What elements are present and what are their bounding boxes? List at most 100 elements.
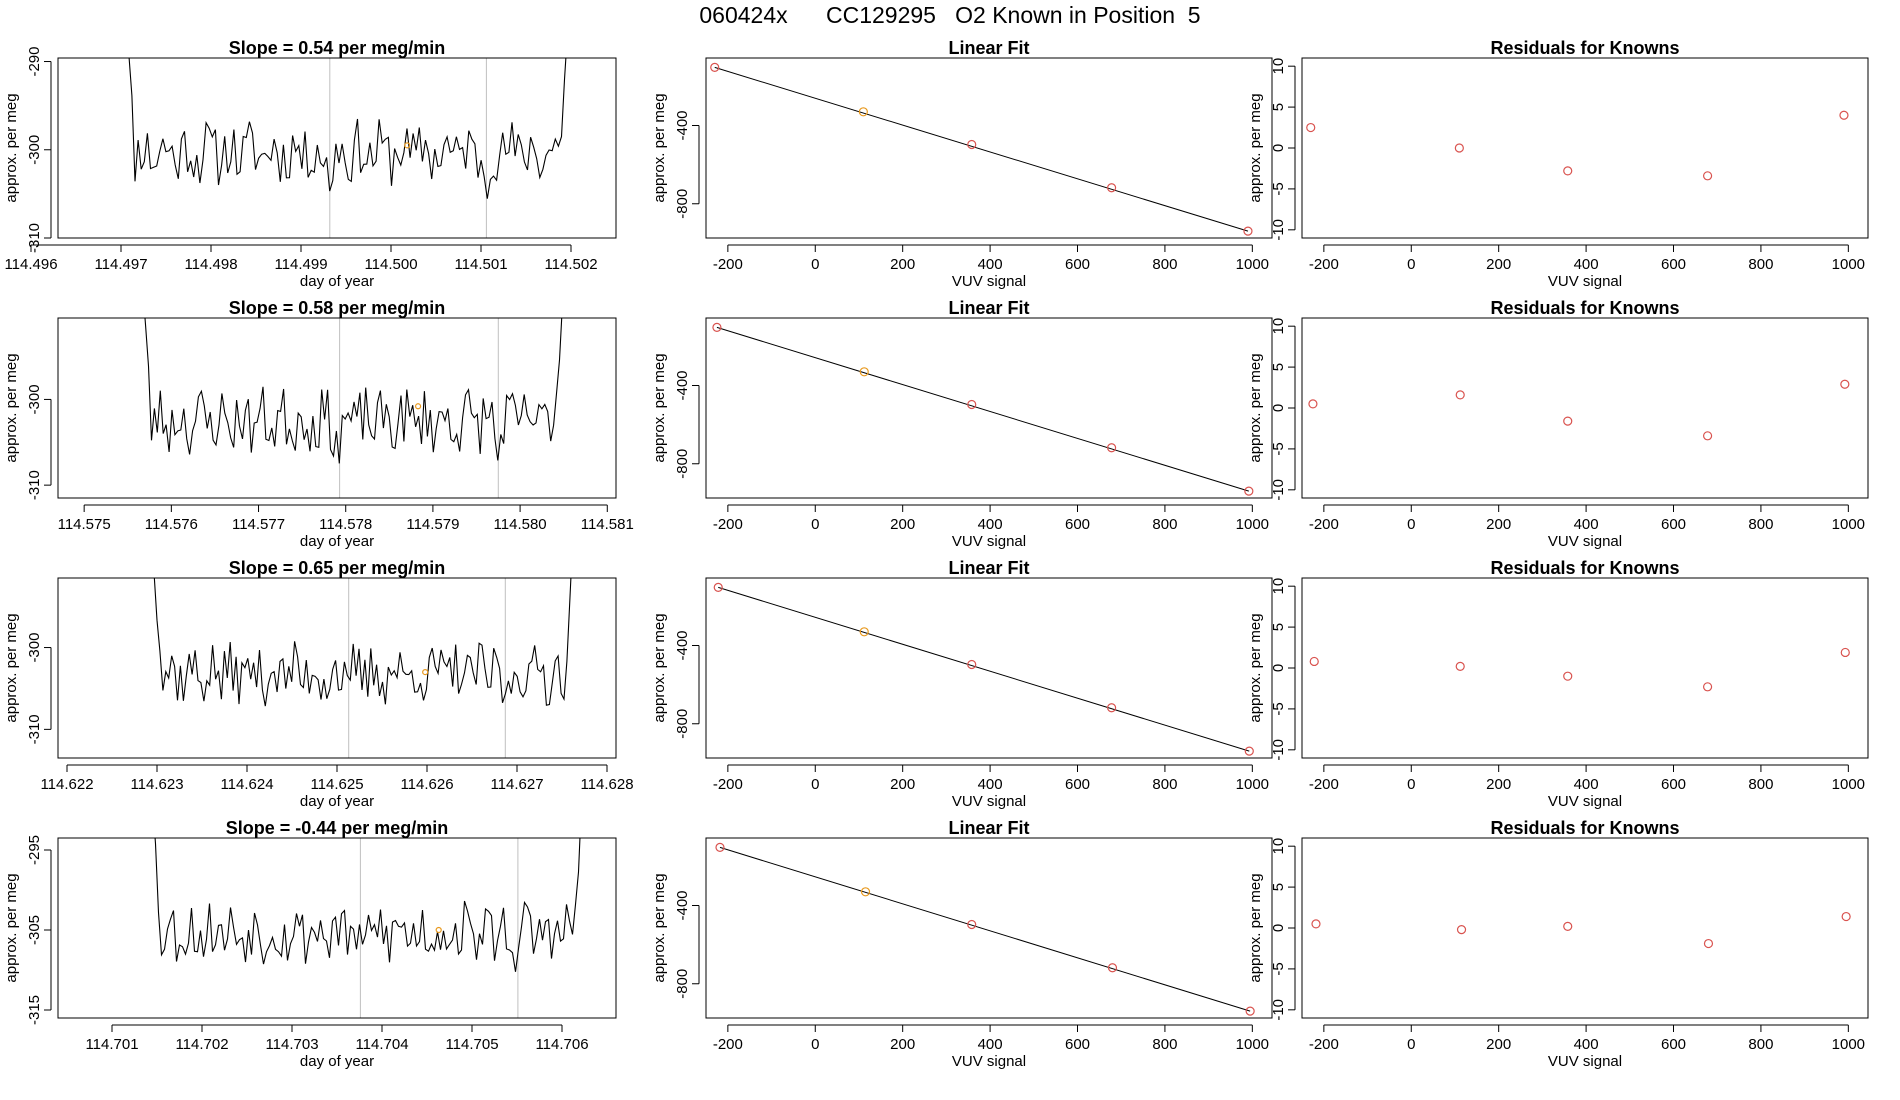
- y-tick-label: 5: [1270, 363, 1287, 371]
- x-tick-label: 114.499: [274, 256, 327, 273]
- panel-title: Slope = 0.65 per meg/min: [229, 558, 446, 578]
- x-tick-label: 800: [1152, 516, 1177, 533]
- fit-point: [712, 322, 722, 332]
- x-tick-label: -200: [713, 516, 743, 533]
- fit-point: [1243, 226, 1253, 236]
- x-tick-label: 114.625: [310, 776, 363, 793]
- panel-title: Linear Fit: [948, 558, 1029, 578]
- fit-point: [1106, 443, 1117, 453]
- y-tick-label: -315: [26, 995, 43, 1025]
- fit-point: [1244, 746, 1254, 756]
- y-tick-label: -5: [1270, 962, 1287, 975]
- fit-point: [967, 399, 977, 410]
- y-axis-label: approx. per meg: [3, 353, 20, 462]
- x-tick-label: 400: [1574, 776, 1599, 793]
- highlight-point: [414, 403, 422, 410]
- fit-point: [710, 62, 720, 72]
- y-tick-label: -400: [674, 630, 691, 660]
- residual-point: [1702, 682, 1713, 692]
- y-axis-label: approx. per meg: [3, 93, 20, 202]
- y-tick-label: -5: [1270, 182, 1287, 195]
- plot-frame: [705, 57, 1273, 239]
- plot-frame: [705, 837, 1273, 1019]
- residual-point: [1456, 925, 1467, 935]
- x-axis-label: day of year: [300, 273, 374, 290]
- x-axis-label: VUV signal: [1548, 533, 1622, 550]
- y-tick-label: -10: [1270, 999, 1287, 1021]
- x-tick-label: 1000: [1236, 776, 1269, 793]
- residual-point: [1563, 671, 1573, 681]
- panel-r3-c1: Slope = 0.65 per meg/min 114.622 114.623 11…: [3, 558, 634, 810]
- plot-frame: [1301, 57, 1869, 239]
- x-tick-label: -200: [1309, 1036, 1339, 1053]
- residual-point: [1563, 921, 1573, 931]
- x-axis-label: VUV signal: [952, 273, 1026, 290]
- x-tick-label: 800: [1152, 256, 1177, 273]
- y-tick-label: -300: [26, 384, 43, 414]
- x-tick-label: 114.622: [40, 776, 93, 793]
- y-tick-label: 10: [1270, 58, 1287, 75]
- residual-point: [1309, 656, 1319, 667]
- x-tick-label: 114.706: [535, 1036, 588, 1053]
- x-tick-label: 114.702: [175, 1036, 228, 1053]
- residual-point: [1454, 143, 1464, 153]
- panel-title: Linear Fit: [948, 298, 1029, 318]
- x-tick-label: 114.576: [145, 516, 198, 533]
- fit-point: [859, 367, 869, 377]
- residual-point: [1702, 431, 1713, 441]
- x-tick-label: -200: [1309, 516, 1339, 533]
- y-tick-label: 0: [1270, 144, 1287, 152]
- y-tick-label: 0: [1270, 404, 1287, 412]
- fit-point: [858, 107, 868, 117]
- panel-r4-c1: Slope = -0.44 per meg/min 114.701 114.702 1…: [3, 818, 617, 1070]
- x-tick-label: 114.703: [265, 1036, 318, 1053]
- x-tick-label: 200: [890, 256, 915, 273]
- fit-line: [716, 326, 1249, 492]
- x-tick-label: 114.578: [319, 516, 372, 533]
- x-tick-label: 114.579: [406, 516, 459, 533]
- x-axis-label: VUV signal: [1548, 793, 1622, 810]
- x-tick-label: 600: [1661, 776, 1686, 793]
- x-tick-label: 0: [1407, 256, 1415, 273]
- residual-point: [1306, 122, 1316, 133]
- highlight-point: [404, 142, 411, 149]
- fit-point: [1245, 1006, 1255, 1016]
- x-tick-label: 0: [1407, 516, 1415, 533]
- x-tick-label: 200: [890, 1036, 915, 1053]
- x-tick-label: 1000: [1832, 1036, 1865, 1053]
- fit-point: [860, 887, 871, 897]
- x-tick-label: 400: [1574, 256, 1599, 273]
- plot-frame: [705, 577, 1273, 759]
- y-tick-label: -310: [26, 470, 43, 500]
- y-axis-label: approx. per meg: [651, 93, 668, 202]
- y-axis-label: approx. per meg: [1247, 873, 1264, 982]
- panel-title: Linear Fit: [948, 38, 1029, 58]
- fit-point: [967, 659, 977, 670]
- panel-r1-c3: Residuals for Knowns-200 0 200 400 600 800 100…: [1247, 38, 1869, 290]
- y-tick-label: -800: [674, 969, 691, 999]
- fit-point: [1106, 703, 1117, 713]
- y-tick-label: -10: [1270, 479, 1287, 501]
- x-tick-label: 600: [1661, 1036, 1686, 1053]
- panel-r3-c3: Residuals for Knowns-200 0 200 400 600 800 100…: [1247, 558, 1869, 810]
- x-tick-label: 600: [1065, 776, 1090, 793]
- y-axis-label: approx. per meg: [1247, 613, 1264, 722]
- x-tick-label: -200: [713, 1036, 743, 1053]
- x-tick-label: 114.501: [454, 256, 507, 273]
- x-tick-label: 114.701: [85, 1036, 138, 1053]
- highlight-point: [435, 926, 442, 934]
- x-tick-label: 1000: [1236, 256, 1269, 273]
- x-tick-label: 200: [890, 516, 915, 533]
- y-axis-label: approx. per meg: [651, 613, 668, 722]
- y-tick-label: -310: [26, 223, 43, 253]
- panel-r2-c2: Linear Fit -200 0 200 400 600 800 1000 VUV signa…: [651, 298, 1273, 550]
- x-tick-label: 400: [978, 1036, 1003, 1053]
- fit-point: [1244, 486, 1254, 496]
- x-tick-label: 400: [978, 516, 1003, 533]
- y-tick-label: 10: [1270, 838, 1287, 855]
- fit-point: [715, 842, 725, 852]
- x-tick-label: 800: [1152, 1036, 1177, 1053]
- x-tick-label: -200: [1309, 256, 1339, 273]
- x-tick-label: 1000: [1236, 516, 1269, 533]
